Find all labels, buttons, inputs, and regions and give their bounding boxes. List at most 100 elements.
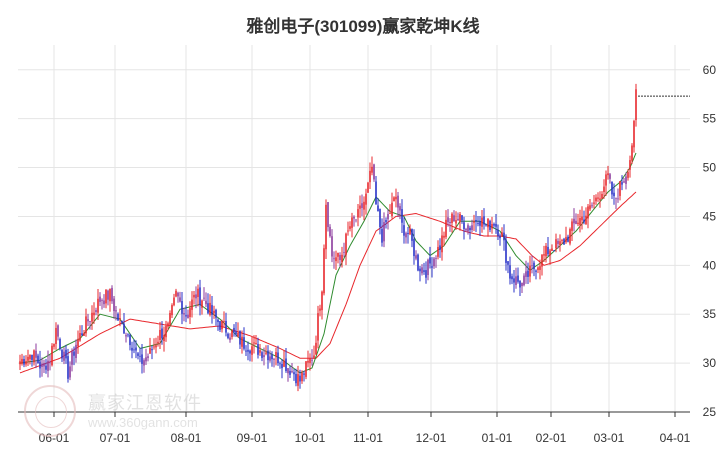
candle-body [69, 366, 71, 378]
candle-body [441, 235, 443, 253]
candle-body [435, 258, 437, 259]
candle-body [557, 240, 559, 244]
candle-body [199, 287, 201, 305]
candle-body [107, 290, 109, 300]
candle-body [419, 268, 421, 272]
candle-body [607, 173, 609, 176]
candle-body [35, 350, 37, 358]
candle-body [87, 319, 89, 322]
candle-body [259, 350, 261, 353]
candle-body [571, 221, 573, 231]
candle-body [287, 368, 289, 374]
candle-body [23, 359, 25, 365]
candle-body [511, 276, 513, 280]
candle-body [567, 236, 569, 242]
candle-body [295, 373, 297, 384]
candle-body [559, 241, 561, 246]
x-tick-label: 03-01 [594, 431, 625, 445]
candle-body [307, 360, 309, 363]
candle-body [229, 337, 231, 340]
candle-body [577, 222, 579, 225]
candle-body [45, 365, 47, 370]
candle-body [397, 195, 399, 208]
candle-body [365, 193, 367, 205]
candle-body [47, 360, 49, 371]
candle-body [407, 232, 409, 235]
candle-body [525, 271, 527, 277]
candle-body [621, 182, 623, 185]
candle-body [425, 270, 427, 278]
candle-body [409, 228, 411, 235]
candle-body [225, 320, 227, 333]
chart-title: 雅创电子(301099)赢家乾坤K线 [246, 17, 480, 36]
candle-body [343, 252, 345, 253]
candle-body [313, 355, 315, 358]
candle-body [553, 250, 555, 252]
candle-body [413, 239, 415, 257]
candle-body [267, 350, 269, 361]
candle-body [177, 292, 179, 297]
candle-body [357, 209, 359, 218]
candle-body [163, 334, 165, 341]
candle-body [31, 354, 33, 360]
candle-body [201, 300, 203, 308]
candle-body [241, 336, 243, 347]
candle-body [497, 229, 499, 236]
watermark-name: 赢家江恩软件 [88, 393, 202, 414]
candle-body [205, 300, 207, 305]
candle-body [145, 357, 147, 362]
candle-body [617, 198, 619, 200]
candle-body [423, 270, 425, 272]
candle-body [459, 213, 461, 222]
candle-body [385, 220, 387, 223]
candle-body [143, 360, 145, 366]
candle-body [581, 216, 583, 221]
watermark-url: www.360gann.com [88, 415, 198, 430]
candle-body [417, 254, 419, 271]
candle-body [475, 219, 477, 222]
candle-body [523, 275, 525, 286]
candle-body [593, 202, 595, 204]
candle-body [37, 355, 39, 364]
candle-body [49, 362, 51, 364]
y-tick-label: 50 [703, 161, 717, 175]
candle-body [113, 298, 115, 312]
candle-body [81, 333, 83, 336]
candle-body [455, 220, 457, 224]
candle-body [495, 223, 497, 227]
y-tick-label: 45 [703, 209, 717, 223]
candle-body [275, 352, 277, 357]
candle-body [231, 330, 233, 338]
candle-body [53, 344, 55, 347]
candle-body [99, 296, 101, 302]
candle-body [437, 246, 439, 257]
candle-body [79, 333, 81, 341]
candle-body [319, 308, 321, 311]
y-tick-label: 55 [703, 112, 717, 126]
candle-body [565, 237, 567, 243]
candle-body [245, 350, 247, 352]
candle-body [161, 328, 163, 339]
candle-body [215, 309, 217, 318]
candle-body [389, 213, 391, 215]
candle-body [401, 209, 403, 223]
candle-body [411, 228, 413, 241]
x-tick-label: 01-01 [482, 431, 513, 445]
candle-body [583, 219, 585, 223]
x-tick-label: 04-01 [660, 431, 691, 445]
candlestick-layer [19, 83, 637, 392]
candle-body [141, 354, 143, 364]
candle-body [421, 267, 423, 274]
candle-body [207, 303, 209, 314]
candle-body [605, 174, 607, 186]
candle-body [579, 218, 581, 226]
y-tick-label: 25 [703, 405, 717, 419]
candle-body [561, 240, 563, 241]
ma-short-line [19, 152, 637, 374]
candle-body [463, 222, 465, 230]
x-tick-label: 11-01 [353, 431, 383, 445]
candle-body [43, 363, 45, 367]
candle-body [187, 314, 189, 318]
candle-body [351, 217, 353, 228]
candle-body [369, 170, 371, 183]
